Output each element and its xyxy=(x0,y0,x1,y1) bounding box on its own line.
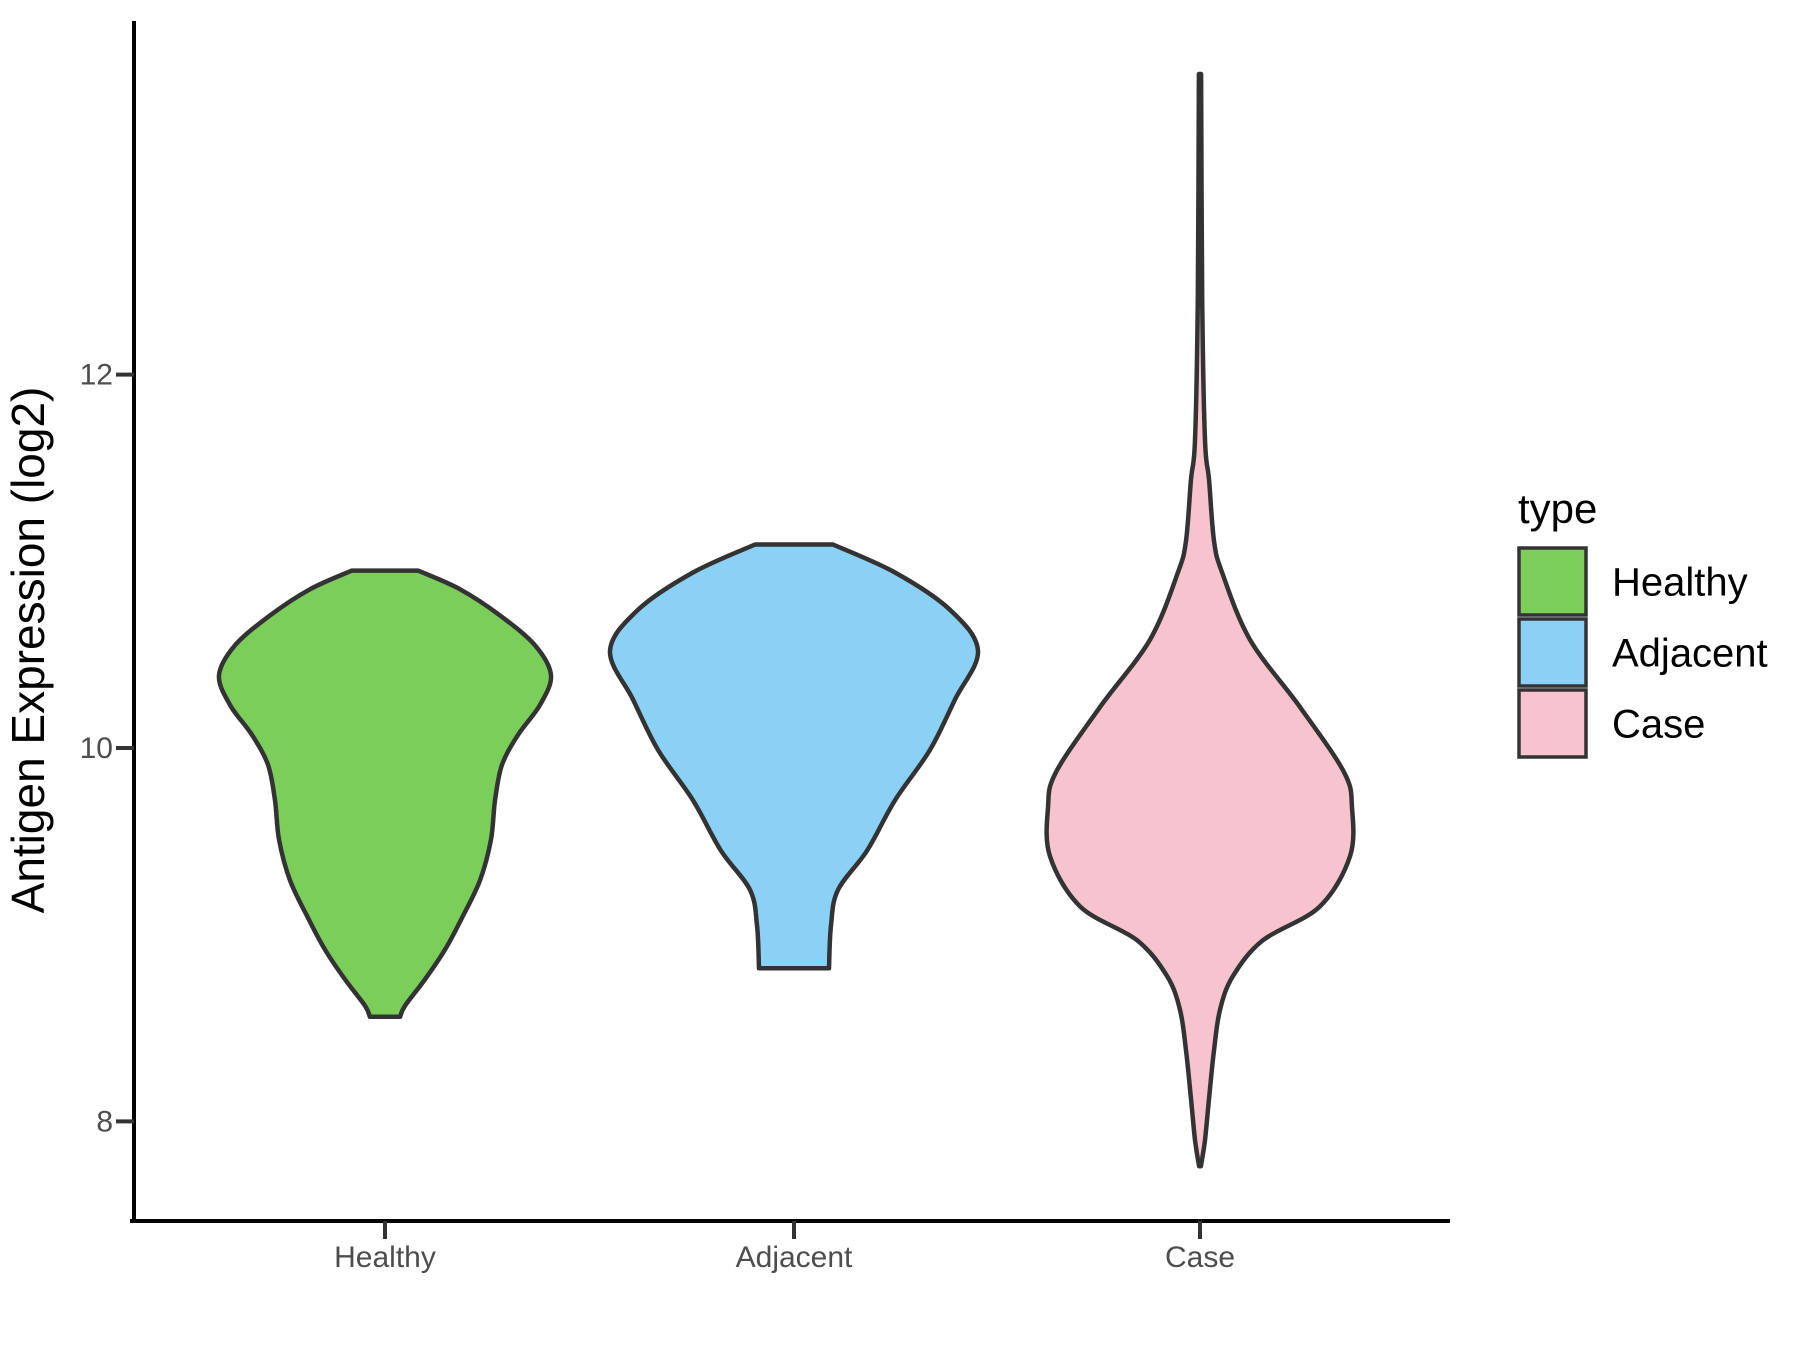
violin-healthy xyxy=(216,568,554,1020)
legend-title: type xyxy=(1518,485,1597,532)
axes-layer xyxy=(116,21,1450,1239)
x-tick-label: Adjacent xyxy=(736,1241,853,1274)
violin-case xyxy=(1044,71,1356,1169)
legend-key-case xyxy=(1517,688,1588,759)
y-tick-label: 8 xyxy=(96,1105,113,1138)
legend-label-healthy: Healthy xyxy=(1612,561,1748,605)
axis-labels-layer: 8 10 12 Healthy Adjacent Case xyxy=(80,359,1235,1274)
legend: type Healthy Adjacent Case xyxy=(1517,485,1768,759)
y-tick-label: 10 xyxy=(80,732,113,765)
y-tick-label: 12 xyxy=(80,359,113,392)
violins-layer xyxy=(216,71,1356,1169)
x-tick-label: Healthy xyxy=(334,1241,436,1274)
x-tick-label: Case xyxy=(1165,1241,1235,1274)
legend-key-healthy xyxy=(1517,546,1588,617)
legend-entries: Healthy Adjacent Case xyxy=(1517,546,1768,759)
legend-label-adjacent: Adjacent xyxy=(1612,632,1768,676)
legend-label-case: Case xyxy=(1612,703,1705,747)
legend-key-adjacent xyxy=(1517,617,1588,688)
y-axis-title: Antigen Expression (log2) xyxy=(2,387,54,914)
violin-adjacent xyxy=(607,542,981,971)
